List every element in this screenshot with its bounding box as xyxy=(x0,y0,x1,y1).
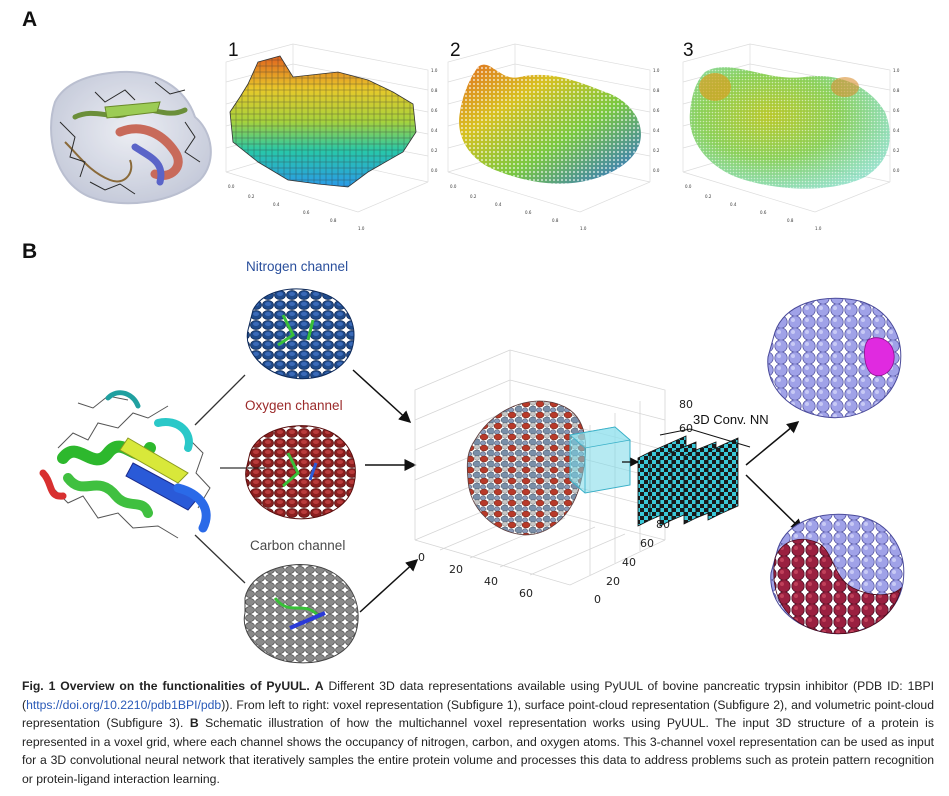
svg-text:0.6: 0.6 xyxy=(431,108,438,113)
svg-text:0.2: 0.2 xyxy=(653,148,660,153)
oxygen-channel-image xyxy=(245,425,356,520)
output-arrows xyxy=(745,421,804,532)
svg-text:1.0: 1.0 xyxy=(815,226,822,231)
svg-text:0.4: 0.4 xyxy=(893,128,900,133)
svg-text:0.6: 0.6 xyxy=(893,108,900,113)
svg-text:0.0: 0.0 xyxy=(685,184,692,189)
svg-text:0.0: 0.0 xyxy=(450,184,457,189)
svg-text:0.8: 0.8 xyxy=(330,218,337,223)
caption-title: Fig. 1 Overview on the functionalities o… xyxy=(22,679,310,693)
svg-text:0.4: 0.4 xyxy=(273,202,280,207)
caption-part-a-label: A xyxy=(314,679,324,693)
subfigure-3-label: 3 xyxy=(683,40,694,61)
conv-layer-stack xyxy=(637,435,739,527)
svg-text:0.4: 0.4 xyxy=(431,128,438,133)
svg-text:1.0: 1.0 xyxy=(893,68,900,73)
caption-part-a-text-1: Different 3D data representations availa… xyxy=(22,679,935,712)
carbon-channel-image xyxy=(243,564,359,664)
caption-doi-link[interactable]: https://doi.org/10.2210/pdb1BPI/pdb xyxy=(26,697,222,712)
channel-to-grid-arrows xyxy=(352,369,419,613)
svg-text:0.2: 0.2 xyxy=(431,148,438,153)
svg-text:0.6: 0.6 xyxy=(303,210,310,215)
output-protein-pattern-image xyxy=(767,297,902,419)
svg-text:0.4: 0.4 xyxy=(653,128,660,133)
subfigure-2-label: 2 xyxy=(450,40,461,61)
svg-text:0.4: 0.4 xyxy=(495,202,502,207)
svg-text:0.2: 0.2 xyxy=(705,194,712,199)
subfigure-1-label: 1 xyxy=(228,40,239,61)
oxygen-channel-label: Oxygen channel xyxy=(245,398,343,413)
svg-text:1.0: 1.0 xyxy=(580,226,587,231)
network-label: 3D Conv. NN xyxy=(693,412,769,427)
nitrogen-channel-image xyxy=(246,288,355,380)
figure-caption: Fig. 1 Overview on the functionalities o… xyxy=(22,677,934,789)
volumetric-point-cloud-plot: 1.0 0.8 0.6 0.4 0.2 0.0 0.0 0.2 0.4 0.6 0.8 1.0 xyxy=(682,43,900,231)
carbon-channel-label: Carbon channel xyxy=(250,538,346,553)
caption-part-a-text-2: )). From left to right: voxel representa… xyxy=(22,697,934,731)
svg-text:0.0: 0.0 xyxy=(228,184,235,189)
svg-text:0.6: 0.6 xyxy=(760,210,767,215)
svg-text:0.2: 0.2 xyxy=(470,194,477,199)
caption-part-b-label: B xyxy=(189,716,199,731)
protein-surface-cartoon-image xyxy=(50,70,212,205)
output-ligand-interaction-image xyxy=(770,513,905,635)
svg-text:1.0: 1.0 xyxy=(431,68,438,73)
svg-text:0.6: 0.6 xyxy=(653,108,660,113)
svg-text:0.8: 0.8 xyxy=(893,88,900,93)
svg-text:0.4: 0.4 xyxy=(730,202,737,207)
svg-text:0.8: 0.8 xyxy=(552,218,559,223)
svg-text:1.0: 1.0 xyxy=(358,226,365,231)
svg-text:0.2: 0.2 xyxy=(893,148,900,153)
svg-text:0.8: 0.8 xyxy=(653,88,660,93)
svg-text:1.0: 1.0 xyxy=(653,68,660,73)
svg-text:0.2: 0.2 xyxy=(248,194,255,199)
panel-b-letter: B xyxy=(22,240,38,263)
voxel-representation-plot: 1.0 0.8 0.6 0.4 0.2 0.0 0.0 0.2 0.4 0.6 0.8 1.0 xyxy=(225,43,438,231)
sampling-cube xyxy=(569,426,631,494)
nitrogen-channel-label: Nitrogen channel xyxy=(246,259,349,274)
surface-point-cloud-plot: 1.0 0.8 0.6 0.4 0.2 0.0 0.0 0.2 0.4 0.6 0.8 1.0 xyxy=(447,43,660,231)
network-label-bracket xyxy=(659,428,751,448)
panel-a-letter: A xyxy=(22,8,38,31)
svg-text:0.0: 0.0 xyxy=(893,168,900,173)
svg-text:0.8: 0.8 xyxy=(431,88,438,93)
svg-text:0.6: 0.6 xyxy=(525,210,532,215)
svg-text:0.8: 0.8 xyxy=(787,218,794,223)
multichannel-voxel-grid-plot xyxy=(414,349,666,586)
svg-text:0.0: 0.0 xyxy=(653,168,660,173)
svg-text:0.0: 0.0 xyxy=(431,168,438,173)
conv-layer-4 xyxy=(707,437,739,521)
caption-part-b-text: Schematic illustration of how the multic… xyxy=(22,716,934,786)
input-protein-ribbon-image xyxy=(39,390,211,539)
